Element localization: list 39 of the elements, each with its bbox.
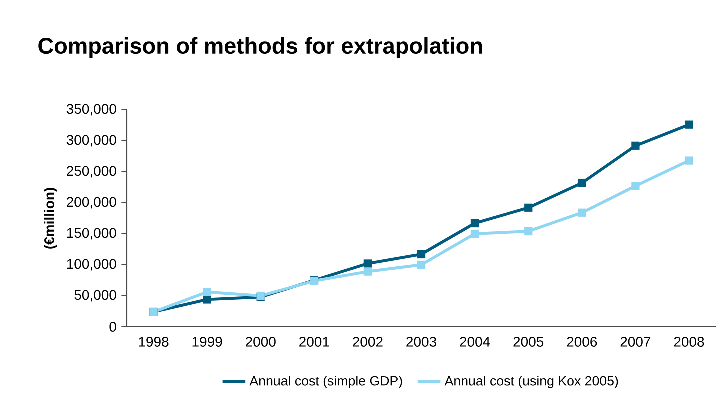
point — [524, 227, 533, 236]
y-tick-label: 250,000 — [67, 166, 116, 178]
point — [685, 120, 694, 129]
y-tick-label: 0 — [110, 322, 116, 332]
y-tick-label: 350,000 — [66, 104, 116, 116]
x-tick-label: 2000 — [246, 337, 276, 347]
x-tick-label: 2007 — [620, 337, 651, 347]
point — [364, 268, 372, 276]
y-tick-label: 200,000 — [67, 197, 116, 209]
y-axis-title: (€million) — [44, 188, 58, 249]
chart-title: Comparison of methods for extrapolation — [38, 37, 482, 59]
x-tick-label: 2008 — [674, 337, 704, 347]
point — [364, 260, 372, 268]
point — [524, 204, 533, 212]
y-tick-label: 50,000 — [74, 290, 116, 302]
point — [578, 179, 586, 188]
point — [470, 219, 480, 228]
point — [632, 142, 640, 150]
x-tick-label: 2003 — [406, 337, 436, 347]
x-tick-label: 2005 — [514, 337, 544, 347]
x-tick-label: 2002 — [353, 337, 383, 347]
point — [203, 296, 212, 304]
point — [578, 208, 586, 217]
y-tick-label: 150,000 — [67, 228, 116, 240]
legend-label: Annual cost (simple GDP) — [250, 376, 402, 388]
x-tick-label: 1999 — [192, 337, 222, 347]
point — [203, 288, 212, 296]
point — [417, 260, 426, 270]
point — [417, 250, 426, 259]
legend-label: Annual cost (using Kox 2005) — [444, 376, 618, 388]
x-tick-label: 2006 — [567, 337, 598, 347]
point — [470, 230, 480, 238]
x-tick-label: 1998 — [139, 337, 169, 347]
y-tick-label: 100,000 — [67, 259, 116, 271]
x-tick-label: 2004 — [460, 337, 490, 347]
point — [632, 182, 640, 190]
point — [685, 156, 694, 165]
y-tick-label: 300,000 — [66, 135, 116, 147]
x-tick-label: 2001 — [300, 337, 330, 347]
